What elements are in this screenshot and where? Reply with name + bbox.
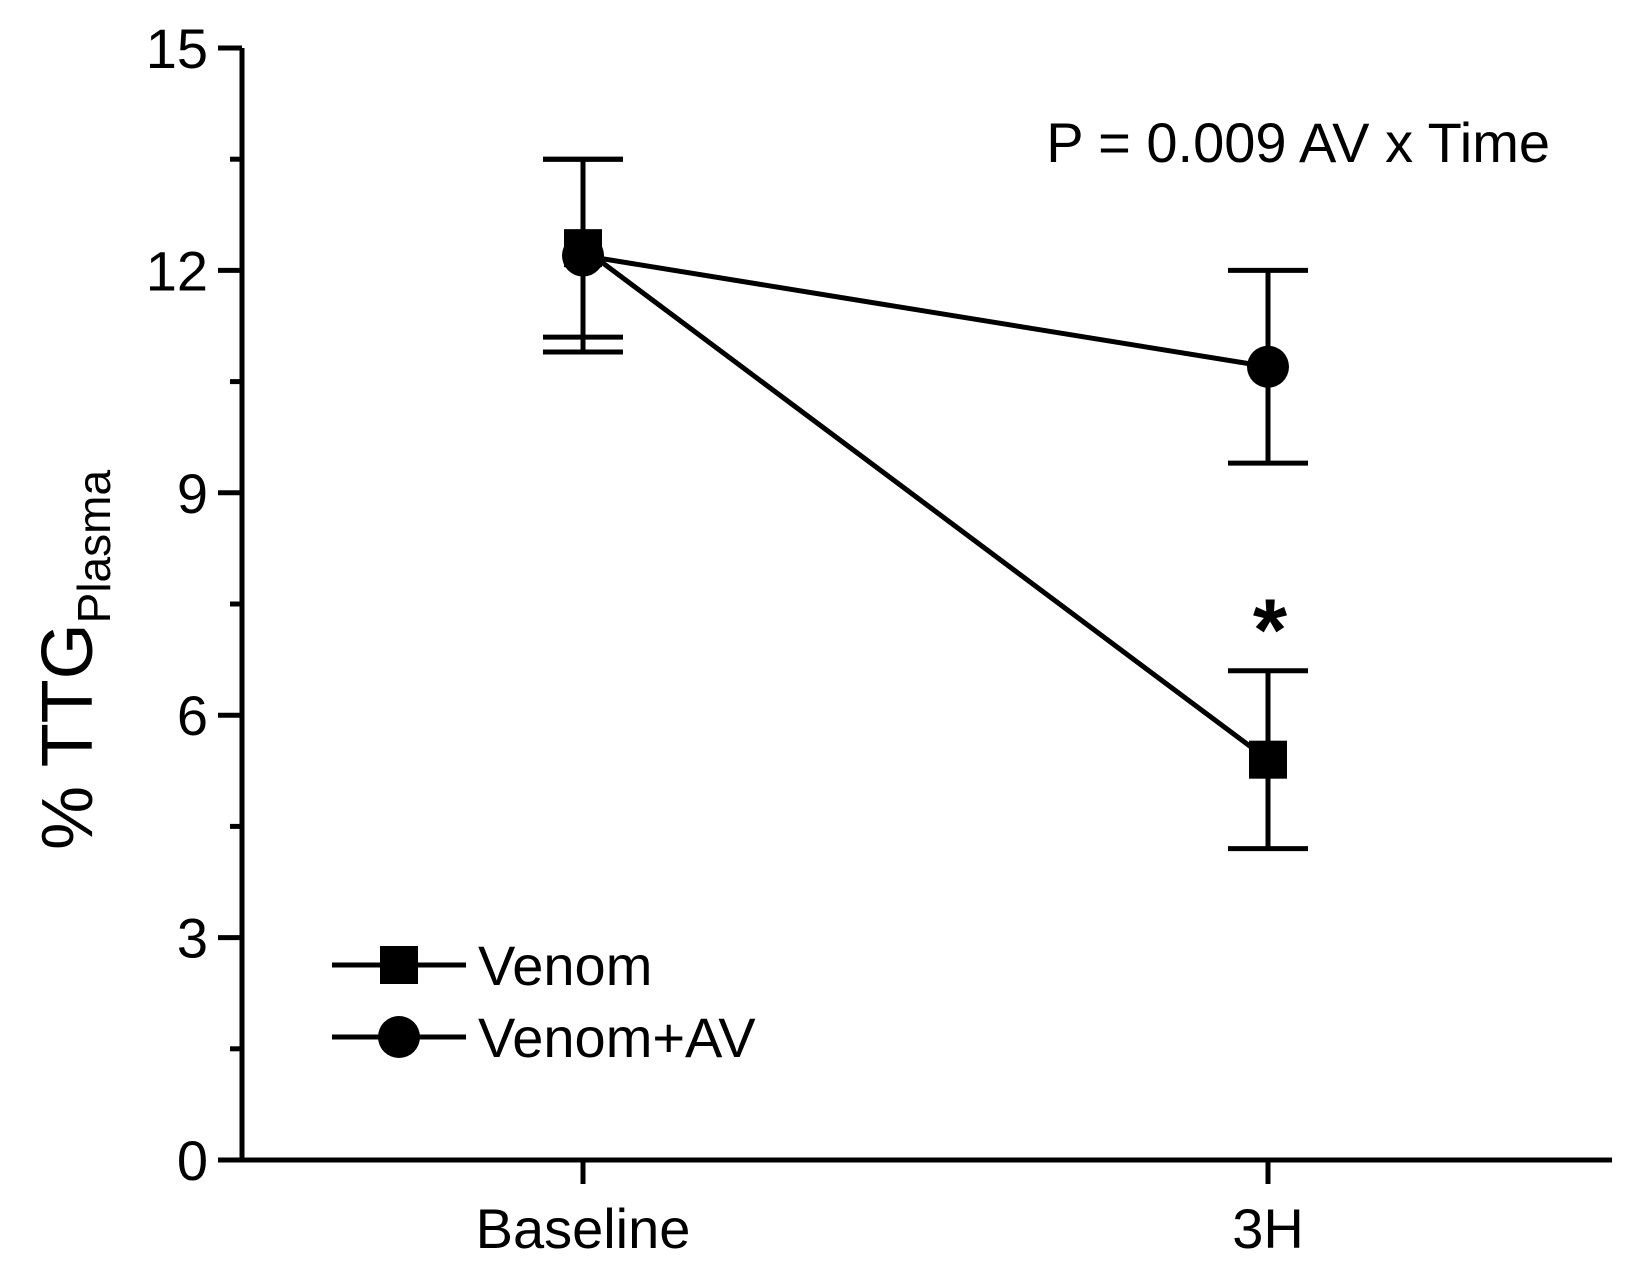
y-axis-label-main: % TTG	[28, 623, 108, 850]
data-point	[562, 234, 604, 277]
y-tick-label: 15	[146, 17, 208, 80]
data-point	[1247, 345, 1289, 388]
series-line	[582, 253, 1269, 370]
y-tick-label: 9	[177, 462, 208, 525]
x-tick-label: 3H	[1232, 1197, 1304, 1260]
stats-annotation: P = 0.009 AV x Time	[1046, 111, 1550, 174]
y-tick-label: 6	[177, 684, 208, 747]
legend: Venom Venom+AV	[332, 934, 756, 1069]
series-line	[581, 246, 1270, 762]
legend-label: Venom	[478, 934, 652, 997]
series-0	[581, 246, 1270, 762]
y-axis-label: % TTGPlasma	[28, 470, 120, 850]
series-1-points	[543, 156, 1308, 466]
data-point	[1249, 740, 1287, 779]
significance-marker: *	[1253, 580, 1288, 679]
legend-marker	[380, 946, 418, 984]
y-axis-label-subscript: Plasma	[68, 470, 120, 624]
legend-item-0: Venom	[332, 934, 652, 997]
y-tick-label: 0	[177, 1129, 208, 1192]
series-1	[582, 253, 1269, 370]
legend-item-1: Venom+AV	[332, 1006, 756, 1069]
y-tick-label: 12	[146, 239, 208, 302]
y-tick-label: 3	[177, 907, 208, 970]
legend-marker	[378, 1016, 420, 1058]
axes: 0 3 6 9 12 15 Baseline 3H	[146, 17, 1612, 1260]
x-tick-label: Baseline	[476, 1197, 691, 1260]
legend-label: Venom+AV	[478, 1006, 756, 1069]
series-layer	[543, 156, 1308, 852]
